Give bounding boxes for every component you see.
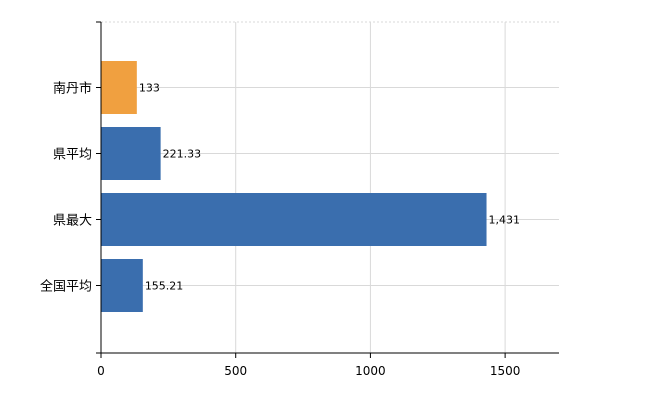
data-labels: 133 221.33 1,431 155.21 — [139, 82, 520, 293]
bar — [101, 259, 143, 312]
data-label: 155.21 — [145, 280, 184, 293]
bar — [101, 193, 487, 246]
x-tick-label: 1500 — [490, 364, 521, 378]
category-label: 県平均 — [53, 148, 92, 163]
bars — [101, 61, 487, 312]
data-label: 1,431 — [489, 214, 520, 227]
x-tick-label: 0 — [97, 364, 105, 378]
x-axis-ticks: 0 500 1000 1500 — [96, 21, 521, 378]
data-label: 221.33 — [163, 148, 202, 161]
category-label: 県最大 — [53, 214, 92, 229]
x-tick-label: 1000 — [355, 364, 386, 378]
bar — [101, 61, 137, 114]
bar — [101, 127, 161, 180]
category-label: 全国平均 — [40, 279, 92, 295]
x-tick-label: 500 — [224, 364, 247, 378]
axes — [100, 22, 559, 354]
grid-lines — [101, 21, 559, 353]
category-label: 南丹市 — [53, 81, 92, 97]
data-label: 133 — [139, 82, 160, 95]
